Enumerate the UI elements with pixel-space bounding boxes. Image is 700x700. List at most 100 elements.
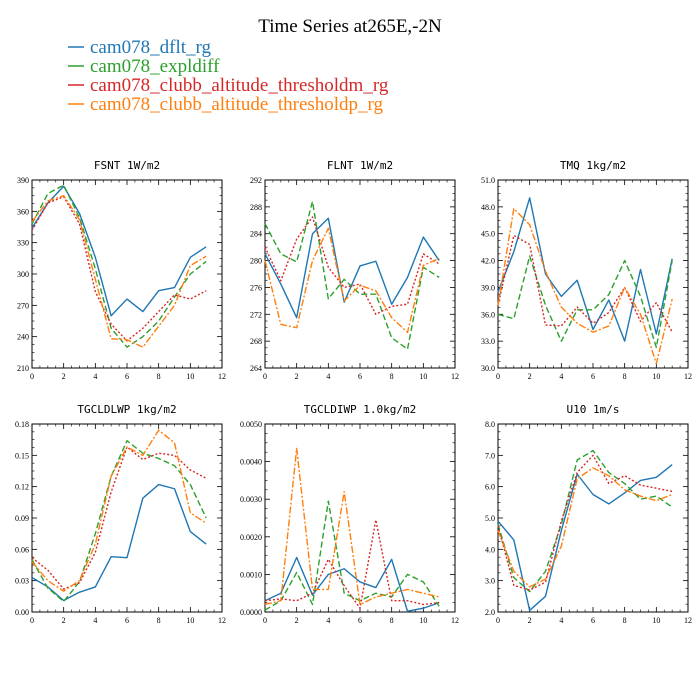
x-tick-label: 12 [218,616,226,625]
panel-title: TGCLDLWP 1kg/m2 [77,403,176,416]
x-tick-label: 4 [559,616,563,625]
series-line-cam078_dflt_rg [31,185,207,317]
y-tick-label: 288 [250,203,262,212]
x-tick-label: 10 [419,616,427,625]
x-tick-label: 6 [591,372,595,381]
y-tick-label: 6.0 [485,483,495,492]
y-tick-label: 300 [17,270,29,279]
series-line-cam078_dflt_rg [497,464,673,612]
x-tick-label: 8 [390,616,394,625]
x-tick-label: 0 [263,616,267,625]
y-tick-label: 39.0 [481,283,495,292]
x-tick-label: 8 [390,372,394,381]
x-tick-label: 10 [186,616,194,625]
y-tick-label: 264 [250,364,262,373]
y-tick-label: 8.0 [485,420,495,429]
x-tick-label: 10 [419,372,427,381]
y-tick-label: 276 [250,283,262,292]
x-tick-label: 4 [326,372,330,381]
y-tick-label: 0.03 [15,577,29,586]
x-tick-label: 2 [62,616,66,625]
series-line-cam078_expldiff [31,184,207,348]
y-tick-label: 240 [17,333,29,342]
y-tick-label: 0.09 [15,514,29,523]
series-line-cam078_clubb_altitude_thresholdm_rg [264,216,440,315]
y-tick-label: 0.15 [15,451,29,460]
series-line-cam078_clubb_altitude_thresholdm_rg [497,234,673,333]
y-tick-label: 270 [17,301,29,310]
chart-panel-5: TGCLDIWP 1.0kg/m2 0 2 4 6 8 10 12 0.0000 0.0010 0.… [240,403,459,625]
legend-label-1: cam078_dflt_rg [90,37,212,58]
x-tick-label: 8 [157,616,161,625]
y-tick-label: 292 [250,176,262,185]
series-line-cam078_expldiff [497,449,673,593]
chart-panel-2: FLNT 1W/m2 0 2 4 6 8 10 12 264 268 272 276 280 284 288… [250,159,459,381]
x-tick-label: 2 [295,372,299,381]
y-tick-label: 360 [17,207,29,216]
series-line-cam078_clubb_altitude_thresholdp_rg [31,429,207,592]
series-line-cam078_expldiff [264,500,440,611]
x-tick-label: 2 [528,372,532,381]
y-tick-label: 30.0 [481,364,495,373]
series-line-cam078_clubb_altitude_thresholdm_rg [31,446,207,590]
panel-title: TMQ 1kg/m2 [560,159,626,172]
chart-panels: FSNT 1W/m20 2 4 6 8 10 12210240270300330360390… [15,159,692,625]
x-tick-label: 2 [62,372,66,381]
panel-title: TGCLDIWP 1.0kg/m2 [304,403,417,416]
x-tick-label: 4 [93,616,97,625]
series-line-cam078_clubb_altitude_thresholdp_rg [31,194,207,348]
y-tick-label: 45.0 [481,230,495,239]
x-tick-label: 6 [125,616,129,625]
x-tick-label: 12 [218,372,226,381]
series-line-cam078_dflt_rg [264,556,440,612]
panel-title: FLNT 1W/m2 [327,159,393,172]
y-tick-label: 280 [250,257,262,266]
figure-title: Time Series at265E,-2N [258,16,442,37]
x-tick-label: 12 [451,372,459,381]
panel-title: U10 1m/s [567,403,620,416]
x-tick-label: 0 [263,372,267,381]
x-tick-label: 6 [358,372,362,381]
x-tick-label: 4 [326,616,330,625]
x-tick-label: 0 [30,372,34,381]
series-line-cam078_clubb_altitude_thresholdm_rg [497,454,673,591]
series-line-cam078_clubb_altitude_thresholdp_rg [264,447,440,606]
series-line-cam078_clubb_altitude_thresholdm_rg [264,519,440,609]
series-line-cam078_expldiff [264,200,440,350]
y-tick-label: 4.0 [485,545,495,554]
y-tick-label: 0.0000 [240,608,262,617]
y-tick-label: 390 [17,176,29,185]
x-tick-label: 10 [652,372,660,381]
x-tick-label: 0 [496,616,500,625]
x-tick-label: 12 [684,616,692,625]
y-tick-label: 0.18 [15,420,29,429]
y-tick-label: 3.0 [485,577,495,586]
x-tick-label: 6 [591,616,595,625]
x-tick-label: 4 [93,372,97,381]
y-tick-label: 0.00 [15,608,29,617]
x-tick-label: 8 [623,616,627,625]
y-tick-label: 0.0030 [240,495,262,504]
y-tick-label: 268 [250,337,262,346]
y-tick-label: 272 [250,310,262,319]
y-tick-label: 0.0050 [240,420,262,429]
series-line-cam078_clubb_altitude_thresholdp_rg [497,207,673,365]
x-tick-label: 10 [186,372,194,381]
chart-panel-4: TGCLDLWP 1kg/m2 0 2 4 6 8 10 12 0.00 0.03 0.06 0.09… [15,403,226,625]
x-tick-label: 4 [559,372,563,381]
x-tick-label: 10 [652,616,660,625]
series-line-cam078_expldiff [31,440,207,603]
series-line-cam078_dflt_rg [31,483,207,602]
x-tick-label: 2 [528,616,532,625]
y-tick-label: 36.0 [481,310,495,319]
x-tick-label: 12 [451,616,459,625]
y-tick-label: 0.12 [15,483,29,492]
y-tick-label: 2.0 [485,608,495,617]
series-line-cam078_clubb_altitude_thresholdp_rg [497,467,673,588]
series-line-cam078_clubb_altitude_thresholdp_rg [264,227,440,334]
x-tick-label: 8 [157,372,161,381]
legend-label-4: cam078_clubb_altitude_thresholdp_rg [90,94,384,115]
y-tick-label: 0.0010 [240,570,262,579]
series-line-cam078_clubb_altitude_thresholdm_rg [31,196,207,342]
